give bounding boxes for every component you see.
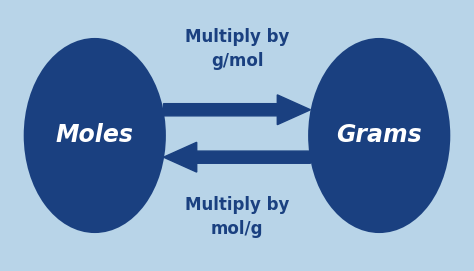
Text: Multiply by
g/mol: Multiply by g/mol xyxy=(185,28,289,70)
Ellipse shape xyxy=(24,38,166,233)
Ellipse shape xyxy=(308,38,450,233)
FancyArrow shape xyxy=(164,95,310,125)
FancyArrow shape xyxy=(164,142,310,172)
Text: Grams: Grams xyxy=(337,124,422,147)
Text: Multiply by
mol/g: Multiply by mol/g xyxy=(185,196,289,238)
Text: Moles: Moles xyxy=(56,124,134,147)
